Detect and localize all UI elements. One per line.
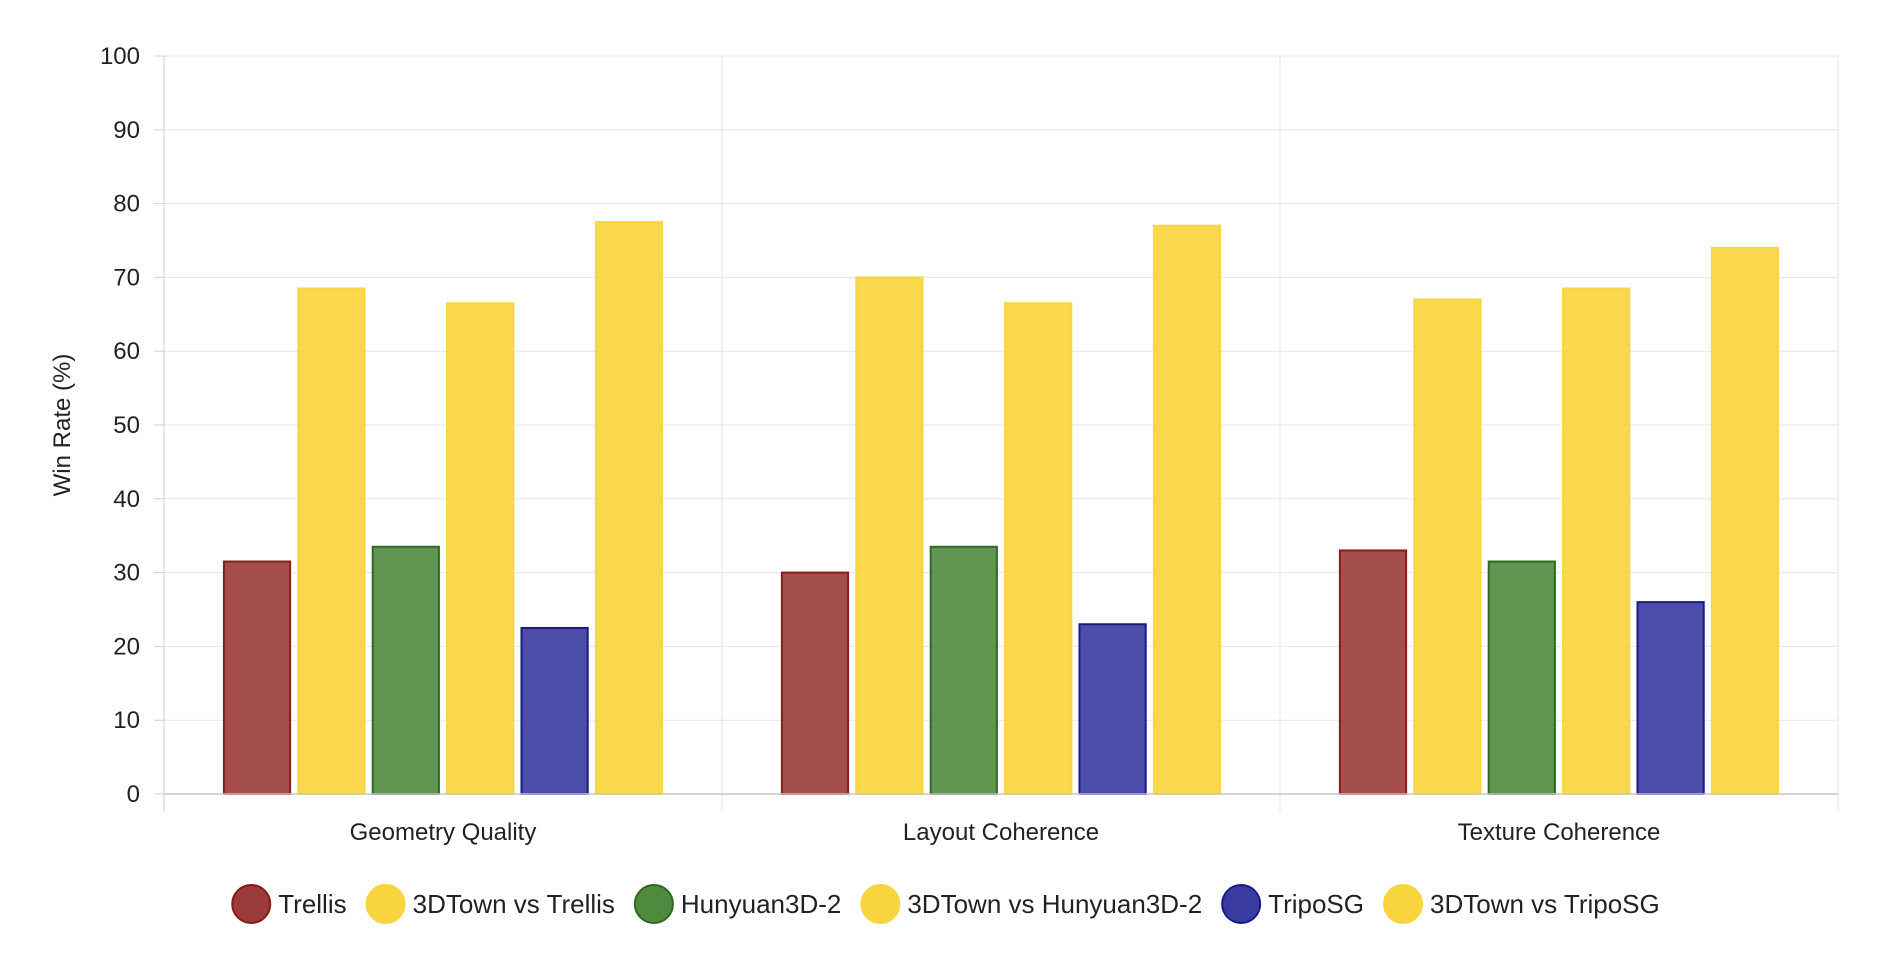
- bar-3dtown-vs-hunyuan3d-2: [446, 302, 515, 795]
- bar-3dtown-vs-hunyuan3d-2: [1562, 287, 1631, 795]
- bar-3dtown-vs-triposg: [1152, 224, 1222, 796]
- bar-hunyuan3d-2: [1487, 560, 1556, 796]
- bar-3dtown-vs-triposg: [1710, 246, 1780, 795]
- y-tick-label: 70: [113, 264, 140, 291]
- y-tick-label: 30: [113, 560, 140, 587]
- y-tick-label: 20: [113, 633, 140, 660]
- legend-marker-3dtown-vs-hunyuan3d-2: [860, 884, 901, 924]
- legend: Trellis 3DTown vs Trellis Hunyuan3D-2 3DTow…: [231, 884, 1660, 924]
- y-tick-label: 10: [113, 707, 140, 734]
- x-tick-label: Texture Coherence: [1458, 819, 1661, 846]
- legend-label-3dtown-vs-triposg: 3DTown vs TripoSG: [1430, 889, 1660, 919]
- y-tick-label: 0: [127, 781, 140, 808]
- bar-3dtown-vs-hunyuan3d-2: [1004, 302, 1073, 795]
- bar-3dtown-vs-trellis: [855, 276, 924, 795]
- legend-marker-hunyuan3d-2: [633, 884, 674, 924]
- legend-label-trellis: Trellis: [278, 889, 346, 919]
- bar-3dtown-vs-trellis: [1413, 298, 1482, 795]
- x-tick-label: Layout Coherence: [903, 819, 1099, 846]
- y-tick-label: 100: [100, 43, 140, 70]
- bar-3dtown-vs-triposg: [594, 221, 664, 796]
- bar-trellis: [1338, 549, 1408, 796]
- y-tick-label: 40: [113, 486, 140, 513]
- legend-marker-3dtown-vs-trellis: [365, 884, 406, 924]
- bar-trellis: [222, 560, 292, 796]
- bar-triposg: [1636, 601, 1705, 795]
- bar-trellis: [780, 571, 850, 795]
- legend-marker-3dtown-vs-triposg: [1383, 884, 1423, 924]
- legend-label-3dtown-vs-hunyuan3d-2: 3DTown vs Hunyuan3D-2: [907, 889, 1202, 919]
- legend-label-hunyuan3d-2: Hunyuan3D-2: [681, 889, 841, 919]
- y-tick-label: 60: [113, 338, 140, 365]
- legend-label-triposg: TripoSG: [1268, 889, 1364, 919]
- y-tick-label: 80: [113, 191, 140, 218]
- y-tick-label: 50: [113, 412, 140, 439]
- grid-lines: [163, 55, 1839, 812]
- y-tick-label: 90: [113, 117, 140, 144]
- bars: [222, 221, 1780, 796]
- legend-marker-trellis: [231, 884, 272, 924]
- y-axis-title: Win Rate (%): [49, 354, 76, 497]
- legend-marker-triposg: [1221, 884, 1262, 924]
- legend-label-3dtown-vs-trellis: 3DTown vs Trellis: [413, 889, 615, 919]
- bar-triposg: [520, 626, 589, 796]
- axes: 0 10 20 30 40 50 60 70 80 90 100 Geometry Quality La…: [100, 43, 1838, 846]
- bar-triposg: [1078, 623, 1147, 796]
- bar-hunyuan3d-2: [929, 545, 998, 796]
- bar-hunyuan3d-2: [371, 545, 440, 796]
- x-tick-label: Geometry Quality: [350, 819, 537, 846]
- bar-3dtown-vs-trellis: [297, 287, 366, 795]
